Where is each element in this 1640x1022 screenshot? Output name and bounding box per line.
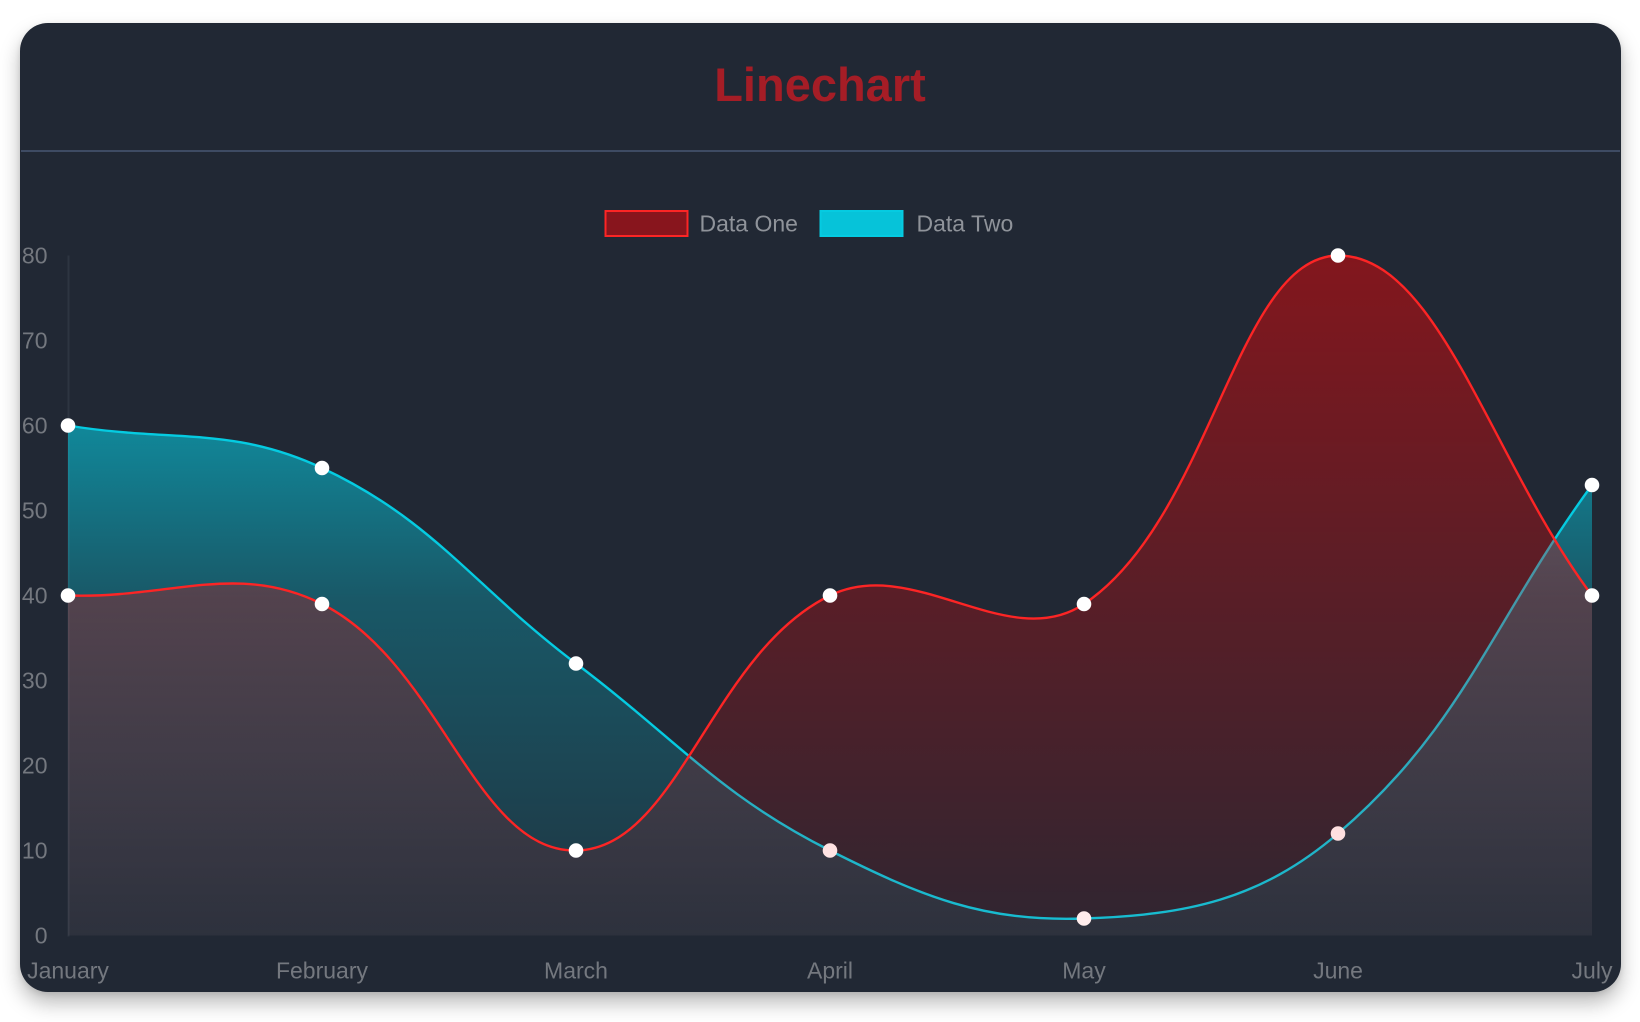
svg-text:50: 50 [22, 498, 48, 524]
svg-text:30: 30 [22, 668, 48, 694]
svg-text:10: 10 [22, 838, 48, 864]
svg-text:0: 0 [35, 923, 48, 949]
svg-text:May: May [1062, 958, 1106, 984]
svg-text:80: 80 [22, 243, 48, 269]
svg-text:20: 20 [22, 753, 48, 779]
svg-text:60: 60 [22, 413, 48, 439]
svg-text:March: March [544, 958, 608, 984]
svg-text:April: April [807, 958, 853, 984]
svg-text:February: February [276, 958, 369, 984]
svg-text:70: 70 [22, 328, 48, 354]
svg-text:Data Two: Data Two [917, 211, 1014, 237]
svg-text:January: January [27, 958, 109, 984]
svg-text:40: 40 [22, 583, 48, 609]
svg-text:June: June [1313, 958, 1363, 984]
svg-text:Data One: Data One [700, 211, 798, 237]
svg-text:July: July [1572, 958, 1613, 984]
